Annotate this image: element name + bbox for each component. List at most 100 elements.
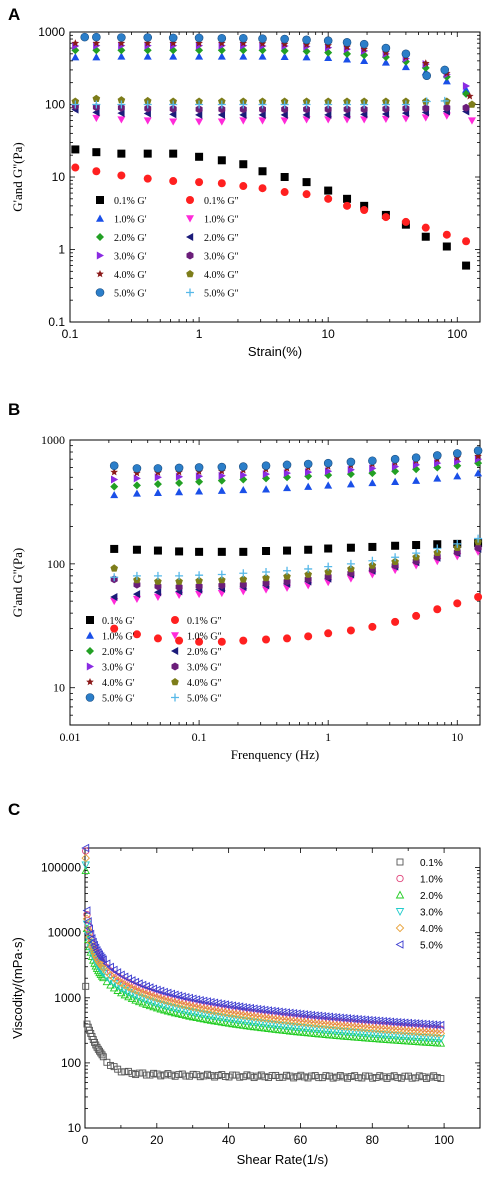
x-axis-label-c: Shear Rate(1/s) bbox=[237, 1152, 329, 1167]
data-point-b bbox=[195, 477, 204, 486]
data-point-b bbox=[474, 593, 483, 602]
data-point-a bbox=[280, 40, 289, 48]
data-point-c bbox=[156, 986, 165, 996]
x-axis-label-a: Strain(%) bbox=[248, 344, 302, 359]
data-point-c bbox=[152, 1003, 162, 1012]
data-point-c bbox=[371, 1024, 381, 1034]
data-point-c bbox=[343, 1022, 352, 1031]
data-point-a bbox=[381, 213, 390, 222]
data-point-c bbox=[296, 1009, 305, 1019]
data-point-c bbox=[351, 1019, 359, 1027]
data-point-c bbox=[127, 990, 137, 999]
legend-label-a: 0.1% G′ bbox=[114, 196, 147, 207]
data-point-c bbox=[97, 1049, 105, 1057]
data-point-a bbox=[143, 117, 152, 125]
data-point-b bbox=[283, 546, 292, 555]
data-point-a bbox=[258, 39, 267, 47]
data-point-c bbox=[404, 1023, 413, 1031]
data-point-b bbox=[283, 483, 292, 492]
legend-label-b: 3.0% G′ bbox=[102, 663, 135, 674]
data-point-a bbox=[343, 105, 351, 114]
data-point-c bbox=[321, 1020, 331, 1029]
data-point-a bbox=[117, 39, 126, 47]
data-point-b bbox=[346, 626, 355, 635]
data-point-b bbox=[262, 470, 271, 479]
data-point-b bbox=[111, 475, 119, 484]
data-point-a bbox=[323, 36, 333, 45]
data-point-c bbox=[412, 1074, 420, 1082]
legend-marker-a bbox=[96, 270, 104, 278]
legend-label-b: 1.0% G′ bbox=[102, 632, 135, 643]
data-point-a bbox=[343, 43, 351, 51]
data-point-c bbox=[279, 1073, 287, 1081]
legend-marker-b bbox=[86, 662, 94, 671]
y-tick-label-a: 100 bbox=[45, 98, 65, 112]
data-point-a bbox=[143, 52, 152, 60]
data-point-a bbox=[117, 52, 126, 60]
data-point-a bbox=[117, 109, 125, 118]
data-point-a bbox=[258, 52, 267, 60]
data-point-c bbox=[333, 1073, 341, 1081]
data-point-a bbox=[92, 53, 101, 61]
data-point-c bbox=[361, 1023, 370, 1033]
legend-marker-c bbox=[395, 923, 405, 933]
data-point-a bbox=[440, 65, 450, 75]
legend-label-a: 2.0% G″ bbox=[204, 233, 239, 244]
legend-label-b: 2.0% G′ bbox=[102, 647, 135, 658]
data-point-a bbox=[195, 52, 204, 60]
data-point-b bbox=[262, 547, 271, 556]
data-point-a bbox=[239, 182, 248, 191]
data-point-c bbox=[408, 1023, 416, 1031]
data-point-c bbox=[121, 1068, 129, 1076]
data-point-b bbox=[218, 576, 226, 584]
x-tick-label-a: 1 bbox=[196, 327, 203, 341]
data-point-b bbox=[110, 593, 118, 602]
data-point-a bbox=[239, 39, 248, 47]
data-point-a bbox=[117, 96, 126, 104]
legend-label-c: 0.1% bbox=[420, 858, 443, 869]
data-point-b bbox=[347, 564, 355, 573]
data-point-c bbox=[217, 1008, 227, 1017]
data-point-c bbox=[149, 1002, 158, 1011]
data-point-c bbox=[257, 1071, 265, 1079]
data-point-b bbox=[154, 577, 162, 585]
y-tick-label-a: 0.1 bbox=[48, 315, 65, 329]
data-point-a bbox=[342, 38, 352, 47]
data-point-c bbox=[170, 990, 179, 1000]
data-point-b bbox=[474, 534, 483, 543]
data-point-c bbox=[405, 1072, 412, 1080]
data-point-c bbox=[379, 1073, 387, 1081]
data-point-b bbox=[346, 480, 355, 488]
data-point-a bbox=[324, 53, 333, 62]
legend-marker-a bbox=[186, 215, 194, 223]
x-tick-label-b: 1 bbox=[325, 730, 331, 744]
data-point-c bbox=[160, 1071, 168, 1079]
data-point-c bbox=[82, 920, 92, 929]
data-point-c bbox=[253, 1013, 262, 1022]
data-point-a bbox=[117, 33, 126, 42]
data-point-a bbox=[462, 85, 471, 93]
data-point-c bbox=[225, 1073, 233, 1081]
x-tick-label-c: 100 bbox=[434, 1133, 454, 1147]
data-point-b bbox=[217, 486, 226, 494]
data-point-c bbox=[408, 1074, 416, 1082]
data-point-c bbox=[357, 1015, 366, 1024]
data-point-b bbox=[239, 485, 248, 494]
data-point-c bbox=[317, 1011, 326, 1021]
data-point-c bbox=[404, 1018, 412, 1028]
data-point-c bbox=[347, 1073, 355, 1080]
data-point-c bbox=[231, 1001, 240, 1011]
data-point-b bbox=[194, 463, 204, 472]
data-point-b bbox=[412, 540, 421, 549]
chart-panel-c: 0 20 40 60 80 100 10 100 1000 10000 100000 Shear Ra… bbox=[10, 843, 481, 1167]
data-point-a bbox=[343, 194, 352, 203]
data-point-a bbox=[324, 110, 332, 119]
data-point-b bbox=[110, 624, 119, 633]
data-point-c bbox=[314, 1019, 324, 1029]
data-point-c bbox=[407, 1018, 416, 1028]
data-point-c bbox=[214, 1071, 222, 1079]
data-point-c bbox=[128, 980, 136, 989]
data-point-a bbox=[217, 110, 226, 119]
data-point-c bbox=[206, 997, 215, 1007]
data-point-b bbox=[304, 482, 313, 490]
